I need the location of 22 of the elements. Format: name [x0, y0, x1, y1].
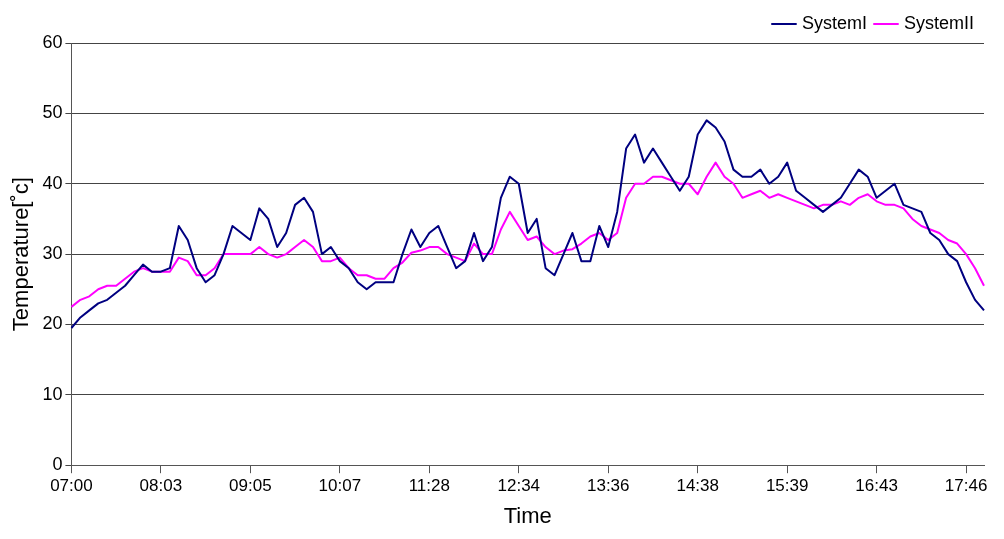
x-tick-label: 14:38: [676, 476, 719, 496]
y-axis-title: Temperature[˚c]: [8, 177, 34, 332]
legend-label: SystemII: [903, 12, 974, 33]
x-tick-label: 17:46: [944, 476, 988, 496]
y-tick-label: 60: [42, 31, 63, 52]
x-tick-label: 12:34: [497, 476, 541, 496]
x-tick-label: 07:00: [50, 476, 93, 496]
y-tick-label: 50: [42, 102, 63, 123]
y-tick-label: 10: [42, 383, 63, 404]
x-tick-label: 09:05: [229, 476, 272, 496]
y-tick-label: 0: [52, 454, 63, 475]
x-tick-label: 13:36: [586, 476, 630, 496]
y-tick-label: 20: [42, 313, 63, 334]
x-axis-title: Time: [503, 502, 552, 528]
x-tick-label: 15:39: [765, 476, 809, 496]
x-tick-label: 16:43: [855, 476, 898, 496]
x-tick-label: 08:03: [139, 476, 183, 496]
y-tick-label: 40: [42, 172, 63, 193]
x-tick-label: 11:28: [408, 476, 450, 496]
y-tick-label: 30: [42, 243, 63, 264]
legend-label: SystemI: [801, 12, 867, 33]
x-tick-label: 10:07: [318, 476, 362, 496]
